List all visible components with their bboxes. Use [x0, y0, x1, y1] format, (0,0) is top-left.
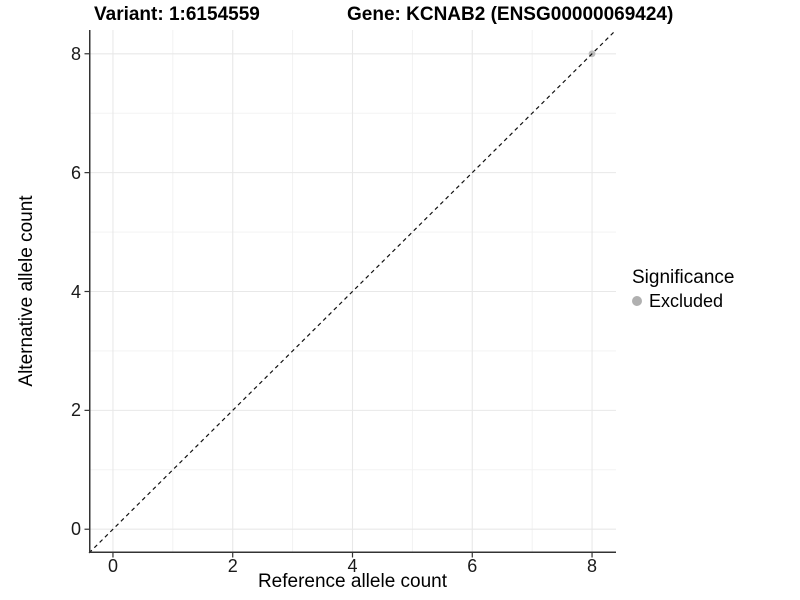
- y-tick-label-0: 0: [70, 519, 81, 540]
- y-tick-label-4: 4: [70, 281, 81, 302]
- x-tick-label-0: 0: [107, 556, 118, 576]
- plot-panel: [84, 29, 617, 558]
- x-tick-label-4: 4: [347, 556, 358, 576]
- y-tick-label-8: 8: [70, 43, 81, 64]
- y-tick-label-6: 6: [70, 162, 81, 183]
- x-tick-label-8: 8: [587, 556, 598, 576]
- x-axis-title: Reference allele count: [257, 571, 448, 592]
- excluded-point-icon: [632, 296, 642, 306]
- y-axis-title: Alternative allele count: [16, 195, 37, 387]
- legend-item-excluded: Excluded: [632, 290, 734, 312]
- variant-title: Variant: 1:6154559: [94, 4, 260, 25]
- legend-title: Significance: [632, 267, 735, 288]
- identity-reference-line: [88, 29, 617, 554]
- y-tick-label-2: 2: [70, 400, 81, 421]
- legend-item-label: Excluded: [649, 291, 724, 311]
- x-tick-label-2: 2: [227, 556, 238, 576]
- x-tick-label-6: 6: [467, 556, 478, 576]
- gene-title: Gene: KCNAB2 (ENSG00000069424): [347, 4, 674, 25]
- legend: Significance Excluded: [632, 267, 734, 312]
